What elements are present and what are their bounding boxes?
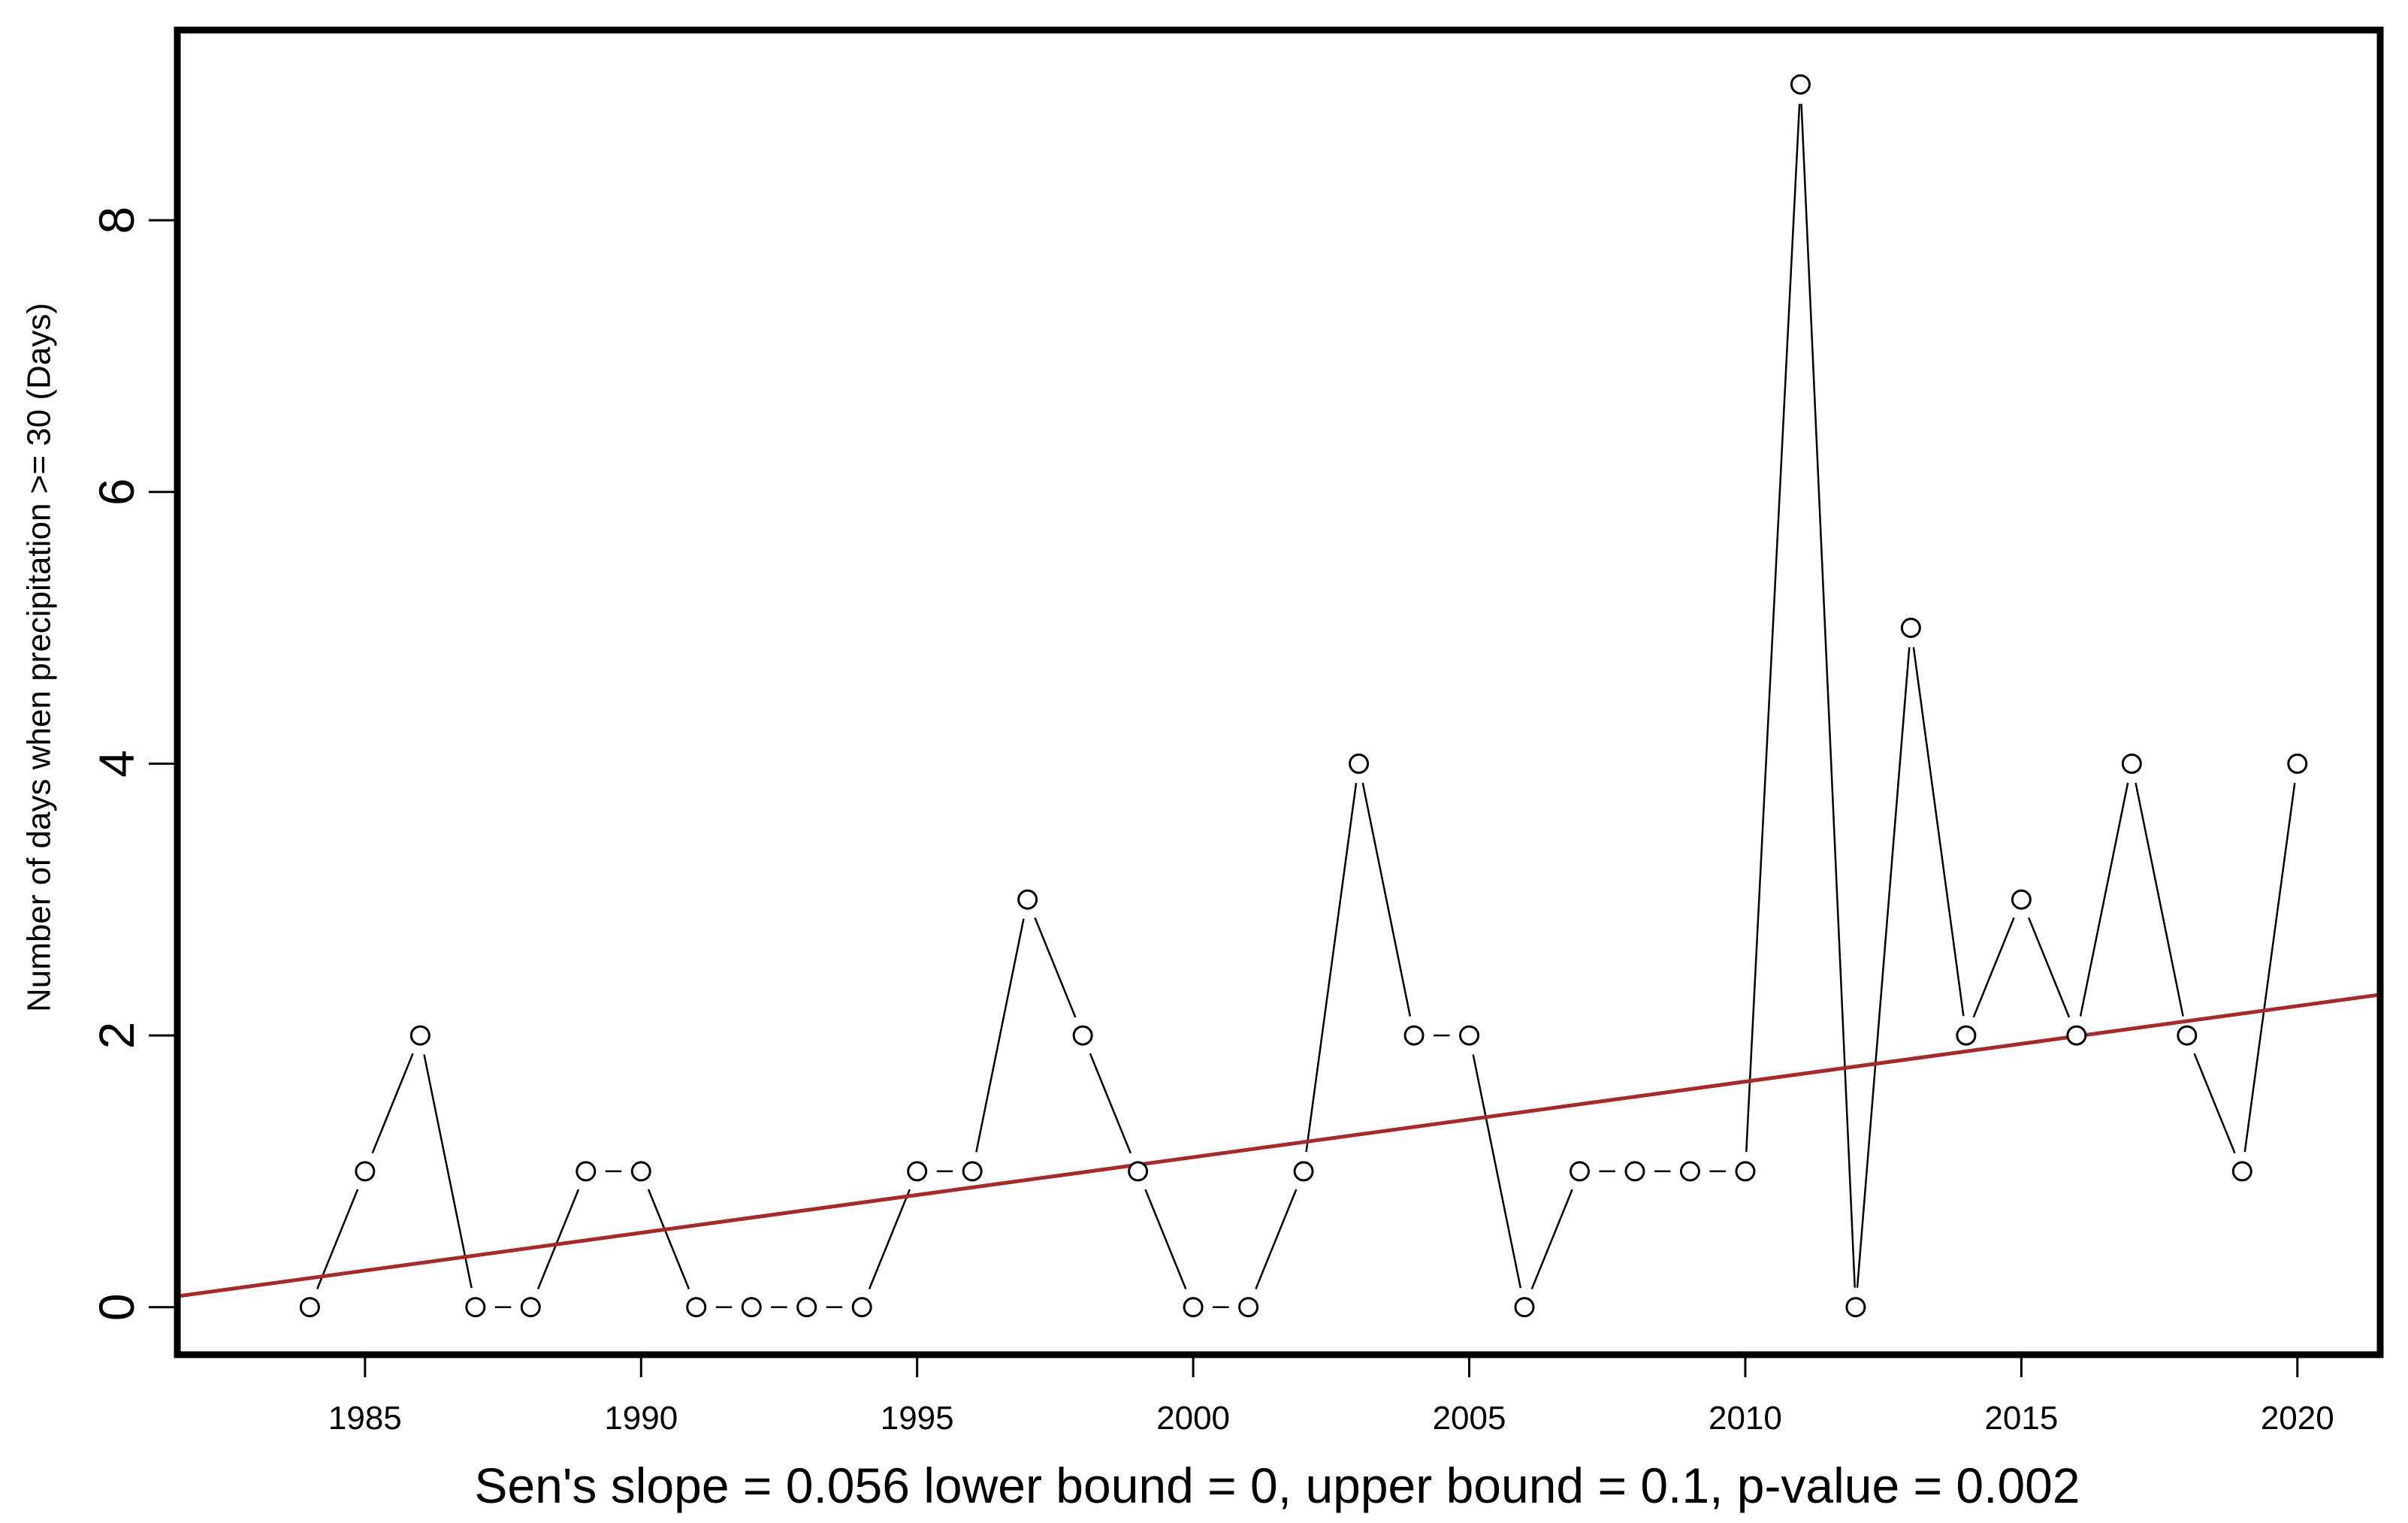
line-segment bbox=[371, 1053, 414, 1154]
data-point bbox=[2287, 753, 2308, 774]
x-tick-label: 2020 bbox=[2261, 1400, 2334, 1437]
y-tick-label: 0 bbox=[89, 1293, 144, 1321]
line-segment bbox=[2243, 783, 2296, 1153]
data-point bbox=[1403, 1025, 1425, 1046]
data-point bbox=[1900, 618, 1921, 639]
line-segment bbox=[1144, 1189, 1187, 1290]
data-point bbox=[1956, 1025, 1977, 1046]
data-point bbox=[409, 1025, 431, 1046]
data-point bbox=[2011, 889, 2032, 910]
data-point bbox=[1183, 1297, 1204, 1318]
data-point bbox=[1459, 1025, 1480, 1046]
data-point bbox=[962, 1161, 983, 1182]
line-segment bbox=[1530, 1189, 1573, 1290]
data-point bbox=[796, 1297, 817, 1318]
data-line-segments bbox=[316, 104, 2296, 1308]
data-point bbox=[520, 1297, 541, 1318]
x-tick-label: 2015 bbox=[1984, 1400, 2058, 1437]
sens-slope-trend-line bbox=[177, 993, 2381, 1298]
sens-slope-summary: Sen's slope = 0.056 lower bound = 0, upp… bbox=[474, 1458, 2080, 1513]
data-point bbox=[1349, 753, 1370, 774]
line-segment bbox=[1972, 917, 2015, 1018]
x-tick-label: 2010 bbox=[1709, 1400, 1782, 1437]
data-point bbox=[2121, 753, 2142, 774]
line-segment bbox=[423, 1054, 473, 1289]
data-point bbox=[1293, 1161, 1314, 1182]
line-segment bbox=[1912, 647, 1965, 1017]
data-point bbox=[907, 1161, 928, 1182]
data-point bbox=[686, 1297, 707, 1318]
line-segment bbox=[975, 918, 1025, 1153]
data-point bbox=[1514, 1297, 1535, 1318]
plot-area-frame bbox=[174, 26, 2384, 1358]
line-segment bbox=[2079, 782, 2129, 1017]
data-point bbox=[2066, 1025, 2087, 1046]
y-axis-label: Number of days when precipitation >= 30 … bbox=[21, 303, 58, 1012]
data-points bbox=[299, 74, 2308, 1318]
line-segment bbox=[1361, 782, 1412, 1017]
data-point bbox=[741, 1297, 762, 1318]
data-point bbox=[1569, 1161, 1590, 1182]
data-point bbox=[1735, 1161, 1756, 1182]
line-segment bbox=[647, 1189, 690, 1290]
line-segment bbox=[2135, 782, 2184, 1017]
data-point bbox=[1790, 74, 1811, 95]
x-tick-label: 1985 bbox=[328, 1400, 402, 1437]
line-segment bbox=[1034, 917, 1077, 1018]
line-segment bbox=[316, 1189, 359, 1290]
data-point bbox=[851, 1297, 872, 1318]
line-segment bbox=[1856, 647, 1911, 1288]
line-segment bbox=[536, 1189, 580, 1290]
line-segment bbox=[1255, 1189, 1298, 1290]
data-point bbox=[1624, 1161, 1645, 1182]
line-segment bbox=[1745, 104, 1801, 1152]
data-point bbox=[299, 1297, 320, 1318]
y-axis-ticks: 0 2 4 6 8 bbox=[89, 207, 174, 1321]
line-segment bbox=[868, 1189, 911, 1290]
data-point bbox=[1679, 1161, 1700, 1182]
data-point bbox=[1128, 1161, 1149, 1182]
x-tick-label: 2005 bbox=[1433, 1400, 1506, 1437]
line-segment bbox=[1305, 783, 1358, 1153]
line-segment bbox=[1800, 104, 1856, 1288]
data-point bbox=[576, 1161, 597, 1182]
x-tick-label: 1995 bbox=[881, 1400, 954, 1437]
data-point bbox=[630, 1161, 651, 1182]
y-tick-label: 8 bbox=[89, 207, 144, 234]
data-point bbox=[1238, 1297, 1259, 1318]
x-tick-label: 1990 bbox=[604, 1400, 678, 1437]
y-tick-label: 6 bbox=[89, 478, 144, 506]
data-point bbox=[2231, 1161, 2252, 1182]
line-segment bbox=[1089, 1053, 1131, 1154]
x-tick-label: 2000 bbox=[1156, 1400, 1230, 1437]
data-point bbox=[355, 1161, 376, 1182]
data-point bbox=[465, 1297, 486, 1318]
line-segment bbox=[2193, 1053, 2236, 1154]
x-axis-ticks: 1985 1990 1995 2000 2005 2010 2015 2020 bbox=[328, 1358, 2334, 1437]
data-point bbox=[1845, 1297, 1866, 1318]
line-segment bbox=[1472, 1054, 1522, 1289]
data-point bbox=[1017, 889, 1038, 910]
y-tick-label: 4 bbox=[89, 750, 144, 778]
y-tick-label: 2 bbox=[89, 1022, 144, 1050]
data-point bbox=[1072, 1025, 1093, 1046]
line-segment bbox=[2027, 917, 2071, 1018]
data-point bbox=[2177, 1025, 2198, 1046]
